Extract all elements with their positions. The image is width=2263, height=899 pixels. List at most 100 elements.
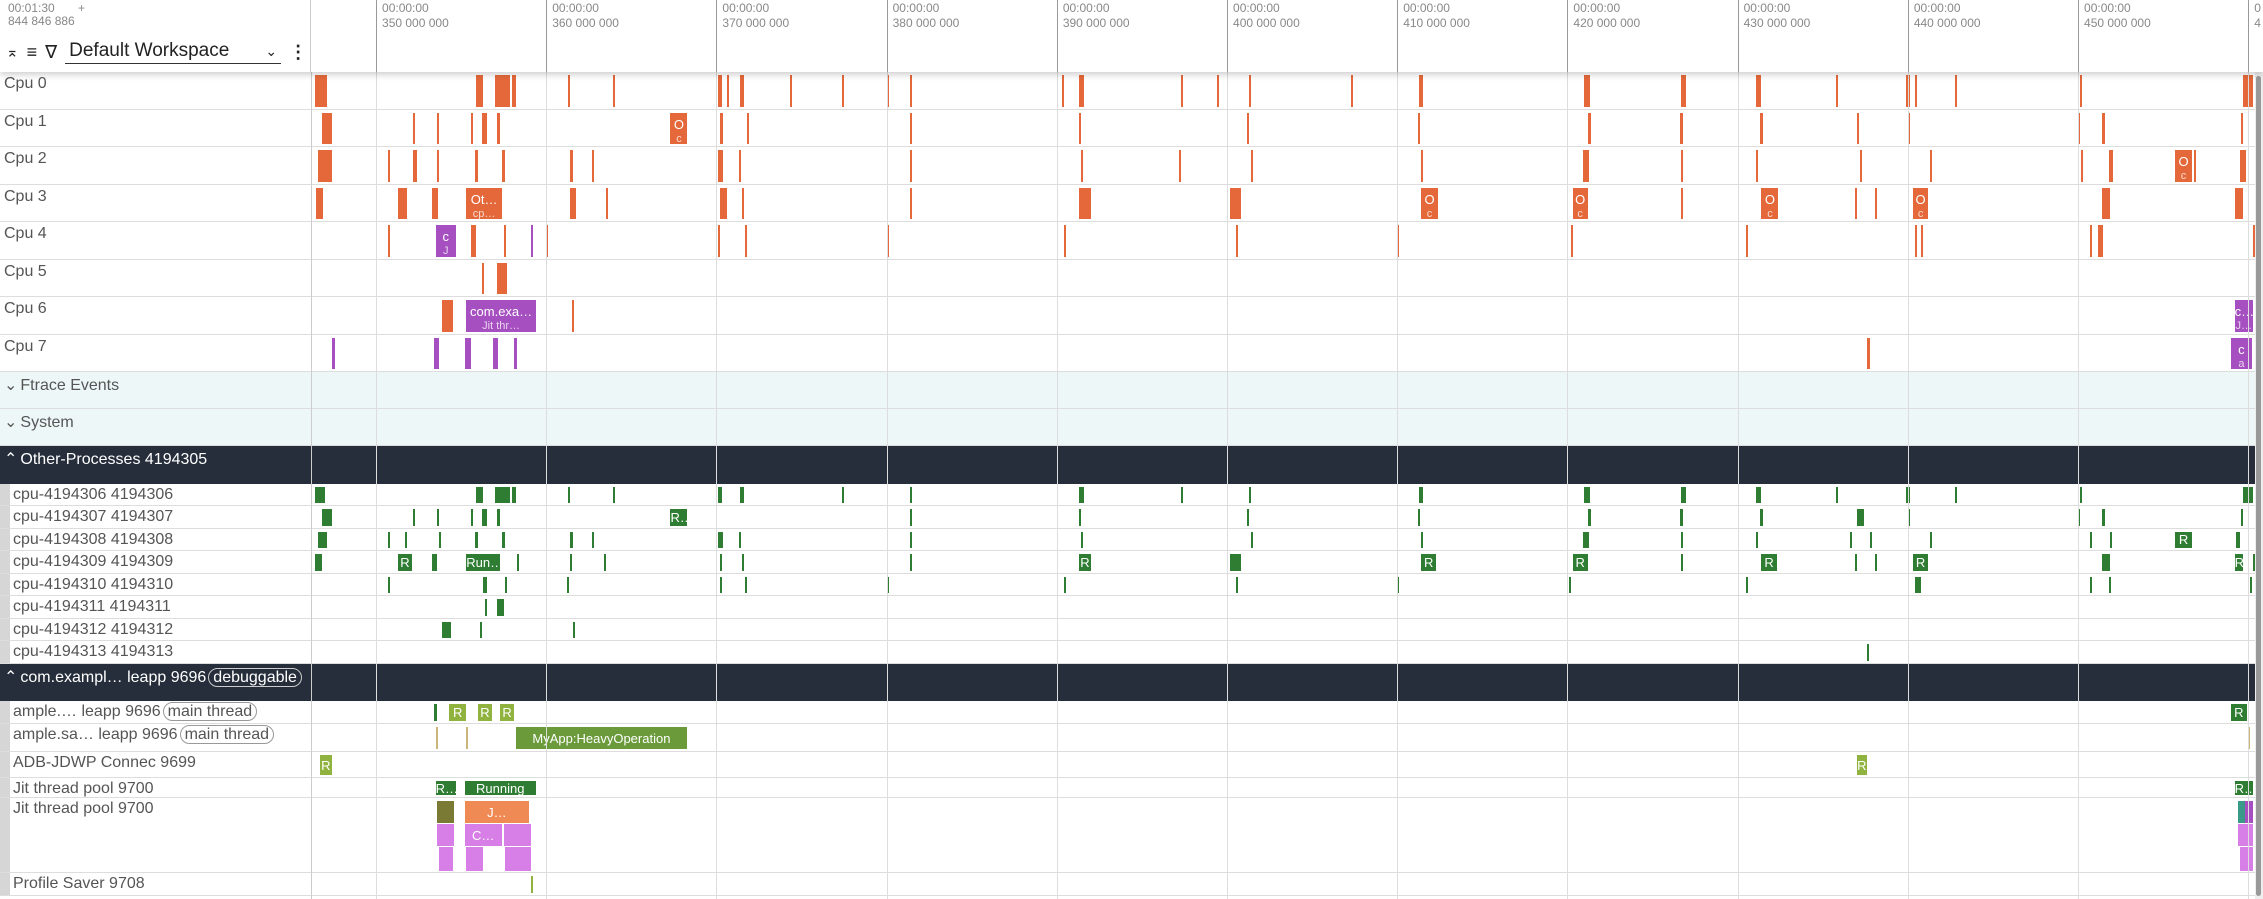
cpu-slice[interactable] [1249,75,1252,107]
cpu-slice[interactable] [910,150,913,182]
thread-slice[interactable] [387,531,390,548]
cpu-slice[interactable] [1230,187,1241,219]
thread-slice[interactable] [2101,554,2111,571]
thread-slice[interactable]: R [478,704,492,721]
cpu-slice[interactable] [437,112,440,144]
thread-slice[interactable]: R [1761,554,1777,571]
thread-slice[interactable] [466,847,484,871]
chevron-icon[interactable]: ⌄ [4,414,18,431]
thread-slice[interactable]: R [319,755,332,775]
thread-slice[interactable] [432,554,438,571]
thread-slice[interactable] [2253,554,2256,571]
cpu-slice[interactable] [1856,112,1859,144]
thread-slice[interactable]: R [500,704,514,721]
thread-slice[interactable]: R [1912,554,1929,571]
cpu-slice[interactable] [592,150,595,182]
thread-slice[interactable] [612,486,615,503]
cpu-slice[interactable] [726,75,729,107]
thread-slice[interactable] [437,801,455,823]
cpu-slice[interactable] [481,112,488,144]
cpu-slice[interactable] [471,112,474,144]
cpu-slice[interactable] [789,75,792,107]
cpu-slice[interactable] [321,112,332,144]
cpu-slice[interactable] [496,262,508,294]
collapse-expand-icon[interactable]: ⌅ [6,44,19,61]
thread-slice[interactable] [466,727,469,749]
thread-slice[interactable] [1078,509,1081,526]
cpu-slice[interactable] [1179,150,1182,182]
thread-slice[interactable]: Run… [466,554,501,571]
thread-slice[interactable] [1955,486,1958,503]
thread-slice[interactable]: R [1421,554,1437,571]
cpu-slice[interactable] [719,187,727,219]
thread-slice[interactable] [2248,727,2251,749]
cpu-slice[interactable] [1216,75,1219,107]
thread-slice[interactable] [1569,576,1572,593]
thread-slice[interactable] [1866,644,1869,661]
cpu-slice[interactable] [570,150,574,182]
cpu-slice[interactable] [437,150,440,182]
cpu-slice[interactable] [2079,75,2082,107]
cpu-slice[interactable] [495,75,511,107]
thread-slice[interactable] [471,509,474,526]
thread-slice[interactable] [435,727,438,749]
cpu-slice[interactable] [1417,112,1420,144]
thread-slice[interactable] [2241,509,2244,526]
cpu-slice[interactable] [1875,187,1878,219]
cpu-slice[interactable] [432,187,439,219]
thread-slice[interactable] [740,486,744,503]
thread-slice[interactable] [2089,576,2092,593]
cpu-slice[interactable] [1907,112,1910,144]
track-header[interactable]: ⌃ Other-Processes 4194305 [0,446,2255,484]
thread-slice[interactable] [437,509,440,526]
plus-icon[interactable]: + [78,1,86,15]
cpu-slice[interactable] [719,112,724,144]
thread-slice[interactable] [604,554,607,571]
thread-slice[interactable] [1080,531,1083,548]
thread-slice[interactable] [1856,509,1864,526]
cpu-slice[interactable] [2239,150,2246,182]
cpu-slice[interactable] [398,187,407,219]
thread-slice[interactable] [483,576,488,593]
thread-slice[interactable] [1756,486,1762,503]
cpu-slice[interactable] [318,150,332,182]
thread-slice[interactable] [1907,509,1910,526]
thread-slice[interactable] [1419,486,1423,503]
thread-slice[interactable] [321,509,332,526]
cpu-slice[interactable] [2081,150,2084,182]
thread-slice[interactable] [2079,486,2082,503]
cpu-slice[interactable] [1078,187,1091,219]
cpu-slice[interactable] [842,75,845,107]
cpu-slice[interactable] [1914,75,1917,107]
thread-slice[interactable] [1746,576,1749,593]
thread-slice[interactable]: R… [435,781,456,795]
thread-slice[interactable] [1078,486,1085,503]
thread-slice[interactable]: R [2231,704,2247,721]
thread-slice[interactable] [2078,509,2081,526]
cpu-slice[interactable] [718,225,721,257]
thread-slice[interactable] [1235,576,1238,593]
cpu-slice[interactable] [1063,225,1066,257]
cpu-slice[interactable] [910,187,913,219]
thread-slice[interactable] [318,531,327,548]
thread-slice[interactable] [718,486,723,503]
thread-slice[interactable]: J… [464,801,530,823]
cpu-slice[interactable] [1955,75,1958,107]
cpu-slice[interactable] [471,225,476,257]
track-group[interactable]: ⌄ System [0,409,2255,446]
thread-slice[interactable] [1582,531,1589,548]
cpu-slice[interactable] [1929,150,1932,182]
thread-slice[interactable] [1849,531,1852,548]
thread-slice[interactable] [314,486,325,503]
cpu-slice[interactable] [745,225,748,257]
thread-slice[interactable] [719,576,722,593]
thread-slice[interactable] [505,576,508,593]
cpu-slice[interactable] [2098,225,2103,257]
thread-slice[interactable] [2236,531,2240,548]
cpu-slice[interactable] [1250,150,1253,182]
cpu-slice[interactable] [496,112,501,144]
thread-slice[interactable] [1397,576,1400,593]
thread-slice[interactable] [570,531,574,548]
cpu-slice[interactable] [747,112,750,144]
